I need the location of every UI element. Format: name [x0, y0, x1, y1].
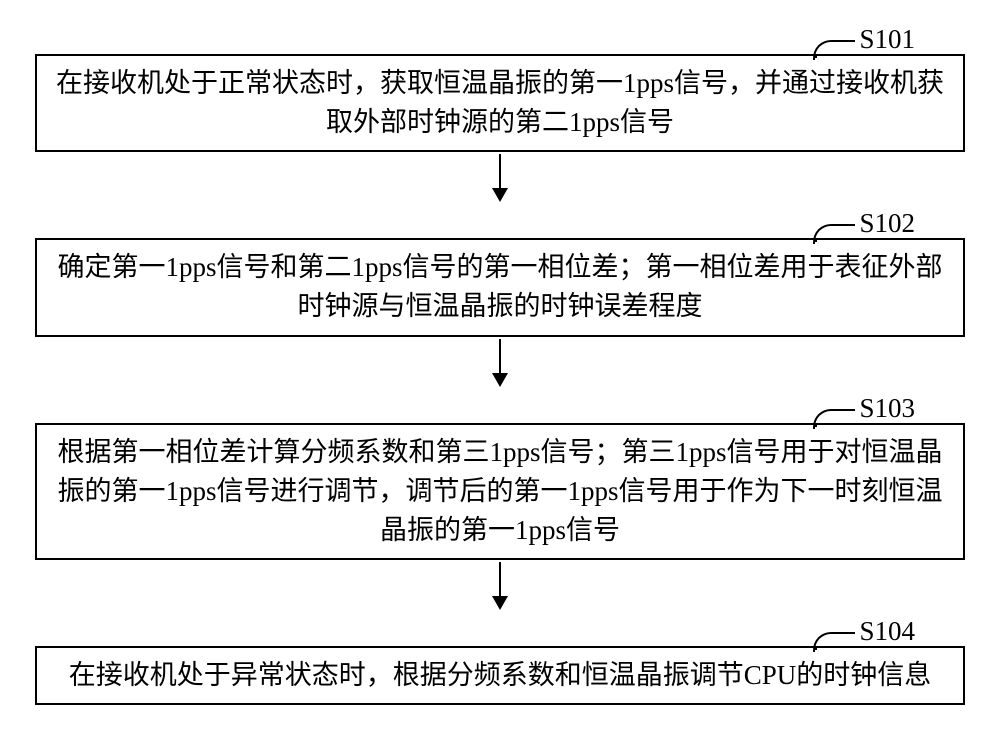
step-label: S104: [859, 616, 915, 647]
step-label: S102: [859, 208, 915, 239]
step-label: S101: [859, 24, 915, 55]
arrow-down-icon: [499, 154, 501, 200]
flow-step: S103 根据第一相位差计算分频系数和第三1pps信号；第三1pps信号用于对恒…: [25, 423, 975, 560]
label-connector: [813, 224, 855, 244]
label-connector: [813, 40, 855, 60]
step-box: 在接收机处于异常状态时，根据分频系数和恒温晶振调节CPU的时钟信息: [35, 646, 965, 705]
step-box: 根据第一相位差计算分频系数和第三1pps信号；第三1pps信号用于对恒温晶振的第…: [35, 423, 965, 560]
label-connector: [813, 409, 855, 429]
flow-step: S101 在接收机处于正常状态时，获取恒温晶振的第一1pps信号，并通过接收机获…: [25, 54, 975, 152]
arrow-down-icon: [499, 562, 501, 608]
arrow-down-icon: [499, 339, 501, 385]
step-box: 确定第一1pps信号和第二1pps信号的第一相位差；第一相位差用于表征外部时钟源…: [35, 238, 965, 336]
flow-step: S104 在接收机处于异常状态时，根据分频系数和恒温晶振调节CPU的时钟信息: [25, 646, 975, 705]
flow-step: S102 确定第一1pps信号和第二1pps信号的第一相位差；第一相位差用于表征…: [25, 238, 975, 336]
step-label: S103: [859, 393, 915, 424]
step-box: 在接收机处于正常状态时，获取恒温晶振的第一1pps信号，并通过接收机获取外部时钟…: [35, 54, 965, 152]
label-connector: [813, 632, 855, 652]
flowchart-container: S101 在接收机处于正常状态时，获取恒温晶振的第一1pps信号，并通过接收机获…: [25, 20, 975, 705]
